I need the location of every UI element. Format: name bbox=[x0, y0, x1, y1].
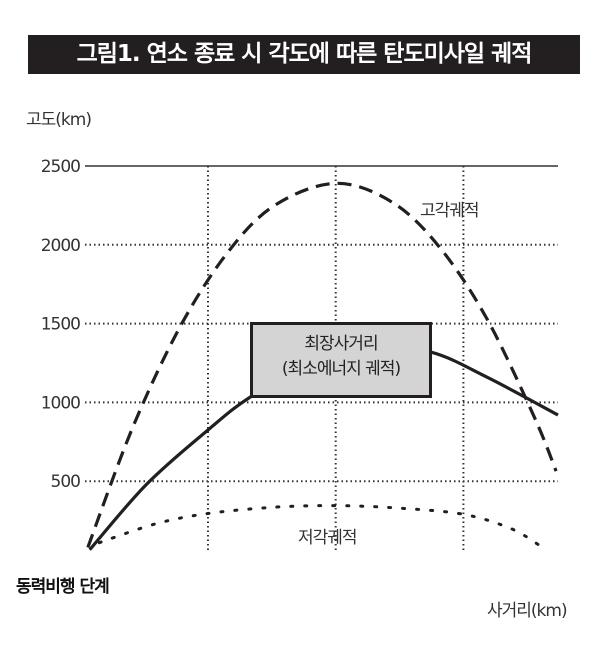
min-energy-label: (최소에너지 궤적) bbox=[281, 359, 401, 379]
high-angle-label: 고각궤적 bbox=[420, 201, 480, 221]
y-axis-label: 고도(km) bbox=[26, 110, 92, 130]
max-range-label: 최장사거리 bbox=[304, 334, 378, 354]
low-angle-trajectory bbox=[97, 504, 541, 547]
x-axis-label: 사거리(km) bbox=[487, 601, 568, 621]
high-angle-trajectory bbox=[86, 181, 558, 548]
y-tick-label: 2500 bbox=[41, 157, 80, 177]
max-range-box: 최장사거리 (최소에너지 궤적) bbox=[250, 322, 432, 398]
low-angle-label: 저각궤적 bbox=[298, 528, 358, 548]
powered-flight-label: 동력비행 단계 bbox=[16, 577, 110, 597]
y-tick-label: 2000 bbox=[41, 236, 80, 256]
y-tick-label: 1500 bbox=[41, 315, 80, 335]
y-tick-label: 1000 bbox=[41, 393, 80, 413]
figure-title: 그림1. 연소 종료 시 각도에 따른 탄도미사일 궤적 bbox=[28, 35, 580, 74]
y-tick-label: 500 bbox=[51, 472, 81, 492]
